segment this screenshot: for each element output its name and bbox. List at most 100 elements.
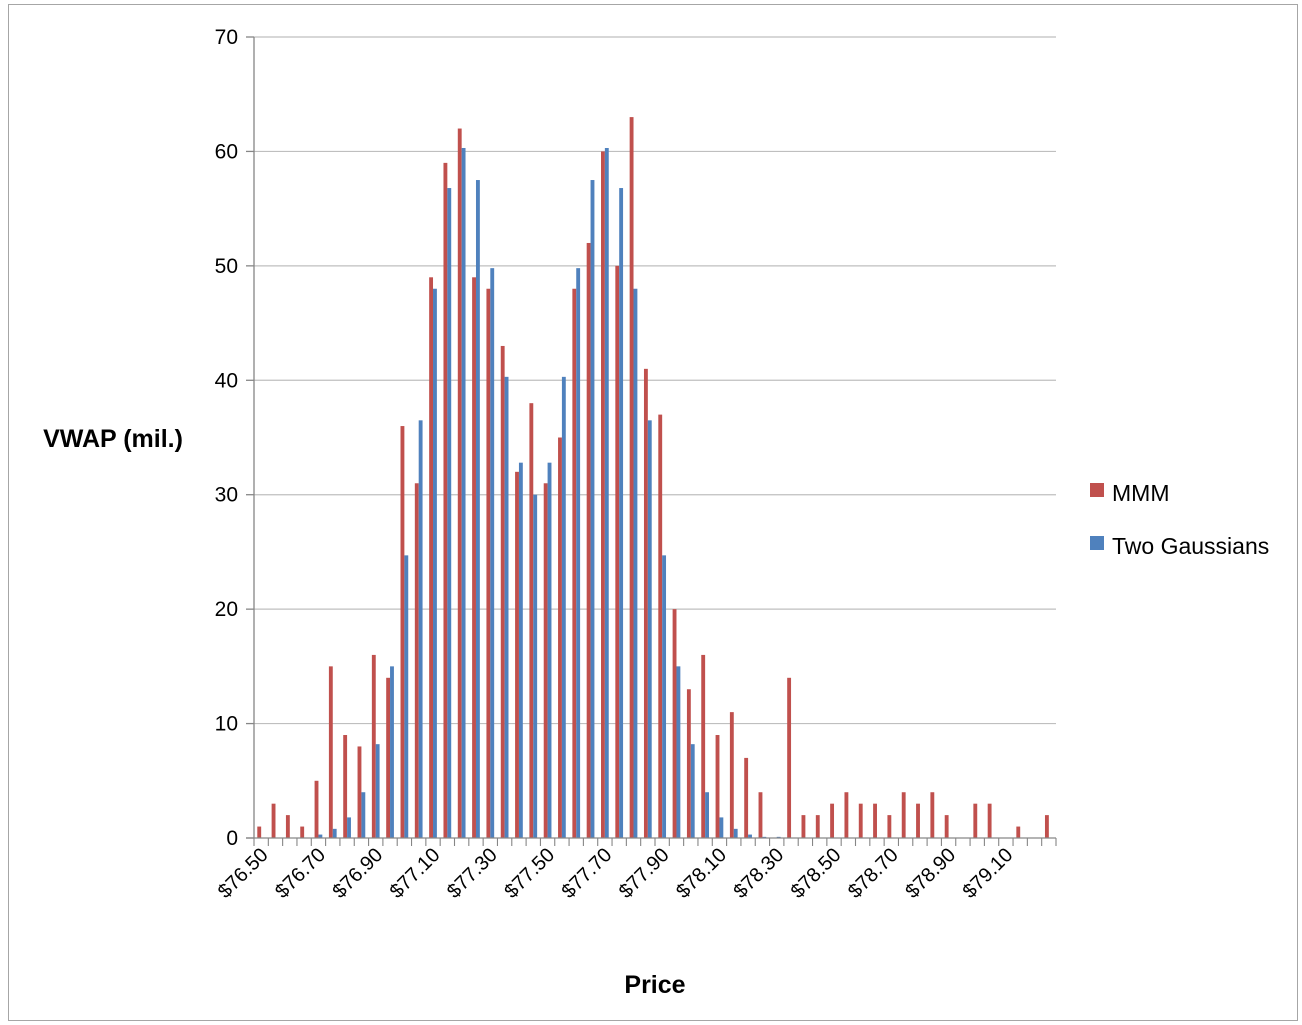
bar-mmm bbox=[801, 815, 806, 838]
x-tick-label: $77.30 bbox=[443, 844, 502, 903]
bar-mmm bbox=[357, 746, 362, 838]
bar-mmm bbox=[543, 483, 548, 838]
bar-two-gaussians bbox=[490, 268, 495, 838]
x-tick-label: $77.50 bbox=[500, 844, 559, 903]
y-tick-label: 40 bbox=[215, 369, 238, 392]
bar-two-gaussians bbox=[604, 147, 609, 838]
x-axis-title: Price bbox=[624, 971, 685, 999]
bar-two-gaussians bbox=[690, 744, 695, 838]
bar-mmm bbox=[472, 277, 476, 838]
bar-two-gaussians bbox=[318, 834, 323, 838]
bar-mmm bbox=[414, 483, 419, 838]
bar-two-gaussians bbox=[504, 376, 509, 838]
y-tick-label: 70 bbox=[215, 26, 238, 49]
bar-mmm bbox=[973, 803, 978, 838]
y-axis-title: VWAP (mil.) bbox=[43, 425, 183, 453]
bar-two-gaussians bbox=[447, 188, 452, 838]
bar-mmm bbox=[815, 815, 820, 838]
bar-two-gaussians bbox=[705, 792, 709, 838]
bar-two-gaussians bbox=[576, 268, 581, 838]
bar-mmm bbox=[658, 414, 663, 838]
x-tick-label: $78.50 bbox=[787, 844, 846, 903]
bar-mmm bbox=[701, 654, 706, 838]
x-tick-label: $79.10 bbox=[959, 844, 1018, 903]
bar-mmm bbox=[586, 242, 591, 838]
bar-mmm bbox=[729, 712, 734, 838]
bar-mmm bbox=[285, 815, 290, 838]
bar-mmm bbox=[873, 803, 877, 838]
bar-mmm bbox=[400, 426, 405, 838]
bar-mmm bbox=[328, 666, 333, 838]
bar-two-gaussians bbox=[662, 555, 667, 838]
x-tick-label: $76.70 bbox=[271, 844, 330, 903]
x-tick-label: $77.10 bbox=[386, 844, 445, 903]
bar-mmm bbox=[643, 368, 648, 838]
bar-mmm bbox=[787, 677, 792, 838]
bar-mmm bbox=[300, 826, 305, 838]
x-tick-label: $78.10 bbox=[672, 844, 731, 903]
y-tick-label: 50 bbox=[215, 255, 238, 278]
bar-two-gaussians bbox=[719, 817, 724, 838]
bar-two-gaussians bbox=[547, 462, 552, 838]
y-tick-labels: 0 10 20 30 40 50 60 70 bbox=[215, 26, 238, 850]
bar-mmm bbox=[887, 815, 892, 838]
x-tick-label: $77.90 bbox=[615, 844, 674, 903]
bar-two-gaussians bbox=[404, 555, 409, 838]
x-tick-label: $78.30 bbox=[729, 844, 788, 903]
bar-mmm bbox=[429, 277, 434, 838]
bar-two-gaussians bbox=[733, 828, 738, 838]
bar-two-gaussians bbox=[633, 288, 638, 838]
bar-mmm bbox=[930, 792, 935, 838]
x-tick-label: $78.70 bbox=[844, 844, 903, 903]
bar-mmm bbox=[1044, 815, 1049, 838]
x-tick-label: $76.50 bbox=[214, 844, 273, 903]
legend-swatch-two-gaussians bbox=[1090, 536, 1104, 550]
bar-mmm bbox=[386, 677, 391, 838]
bar-mmm bbox=[844, 792, 849, 838]
legend: MMM Two Gaussians bbox=[1090, 480, 1269, 559]
bar-two-gaussians bbox=[647, 420, 652, 838]
legend-swatch-mmm bbox=[1090, 483, 1104, 497]
bar-mmm bbox=[515, 471, 519, 838]
bar-two-gaussians bbox=[418, 420, 423, 838]
bars bbox=[257, 117, 1049, 839]
bar-mmm bbox=[457, 128, 462, 839]
y-tick-label: 0 bbox=[226, 827, 238, 850]
bar-mmm bbox=[629, 117, 634, 839]
bar-two-gaussians bbox=[347, 817, 351, 838]
bar-mmm bbox=[672, 609, 677, 838]
bar-mmm bbox=[601, 151, 605, 838]
bar-mmm bbox=[858, 803, 863, 838]
bar-two-gaussians bbox=[533, 494, 538, 838]
bar-mmm bbox=[987, 803, 992, 838]
bar-two-gaussians bbox=[361, 792, 366, 838]
y-tick-label: 30 bbox=[215, 484, 238, 507]
bar-two-gaussians bbox=[332, 828, 337, 838]
bar-mmm bbox=[715, 735, 720, 838]
legend-label-two-gaussians: Two Gaussians bbox=[1112, 533, 1269, 559]
y-tick-label: 10 bbox=[215, 713, 238, 736]
bar-two-gaussians bbox=[748, 834, 752, 838]
axes bbox=[246, 36, 1057, 846]
bar-mmm bbox=[529, 403, 534, 838]
bar-two-gaussians bbox=[390, 666, 394, 838]
bar-mmm bbox=[901, 792, 906, 838]
bar-mmm bbox=[314, 780, 319, 838]
bar-mmm bbox=[686, 689, 691, 838]
bar-two-gaussians bbox=[518, 462, 523, 838]
x-tick-label: $77.70 bbox=[558, 844, 617, 903]
bar-mmm bbox=[572, 288, 577, 838]
bar-mmm bbox=[1016, 826, 1021, 838]
bar-mmm bbox=[758, 792, 763, 838]
chart-frame bbox=[8, 4, 1298, 1021]
bar-mmm bbox=[558, 437, 562, 838]
bar-mmm bbox=[916, 803, 920, 838]
bar-mmm bbox=[944, 815, 949, 838]
legend-label-mmm: MMM bbox=[1112, 480, 1169, 506]
bar-mmm bbox=[744, 757, 749, 838]
bar-two-gaussians bbox=[590, 180, 595, 839]
bar-mmm bbox=[343, 735, 348, 838]
bar-mmm bbox=[371, 654, 376, 838]
bar-mmm bbox=[486, 288, 491, 838]
